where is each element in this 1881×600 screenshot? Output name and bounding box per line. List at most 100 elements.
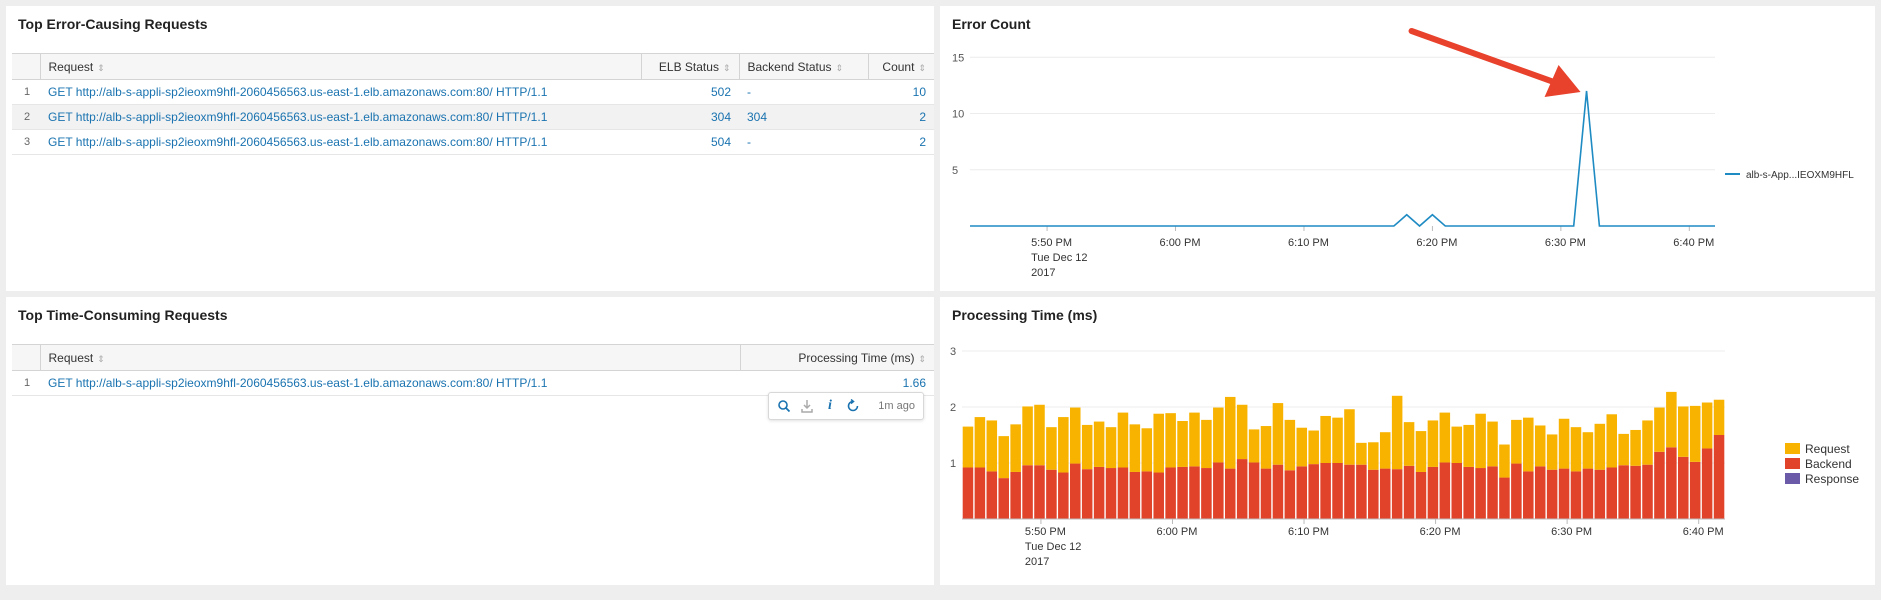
backend-bar [1308,464,1319,519]
backend-bar [1487,466,1498,519]
backend-bar [1224,468,1236,519]
x-tick-label: 6:20 PM [1420,526,1461,538]
backend-bar [1582,468,1594,519]
elb-status-cell[interactable]: 504 [641,129,739,155]
request-cell[interactable]: GET http://alb-s-appli-sp2ieoxm9hfl-2060… [40,129,641,155]
legend-label: alb-s-App...IEOXM9HFL [1746,170,1854,181]
time-table: Request ⇕ Processing Time (ms) ⇕ 1 GET htt… [12,344,934,396]
request-bar [1379,432,1391,469]
x-tick-label: 6:30 PM [1545,237,1586,249]
chart-title: Processing Time (ms) [952,307,1098,323]
backend-bar [1654,451,1665,519]
elb-status-cell[interactable]: 304 [641,104,739,130]
info-icon[interactable]: i [828,398,832,413]
request-bar [1081,424,1093,470]
request-column-header[interactable]: Request ⇕ [39,344,740,371]
backend-bar [1058,472,1069,519]
annotation-arrowhead [1544,65,1581,97]
backend-bar [1332,463,1343,519]
x-date-label: 2017 [1025,556,1049,568]
refresh-icon[interactable] [846,398,860,413]
request-bar [962,426,974,468]
y-tick-label: 15 [952,52,964,64]
backend-bar [1213,462,1224,519]
search-icon[interactable] [777,399,791,413]
processing-time-cell[interactable]: 1.66 [740,370,934,396]
elb-status-cell[interactable]: 502 [641,79,739,105]
backend-bar [1594,469,1606,519]
count-cell[interactable]: 10 [868,79,934,105]
request-cell[interactable]: GET http://alb-s-appli-sp2ieoxm9hfl-2060… [40,79,641,105]
request-bar [1320,415,1331,463]
backend-status-column-header[interactable]: Backend Status ⇕ [738,53,868,80]
x-date-label: 2017 [1031,267,1055,279]
backend-bar [1403,465,1415,519]
count-cell[interactable]: 2 [868,104,934,130]
backend-bar [1117,467,1129,519]
sort-icon: ⇕ [918,62,926,73]
backend-bar [1201,468,1212,519]
x-tick-label: 6:40 PM [1683,526,1724,538]
export-icon[interactable] [800,399,814,413]
backend-bar [1642,464,1653,519]
legend-swatch [1785,473,1800,484]
backend-status-cell[interactable]: 304 [739,104,868,130]
request-bar [1189,412,1200,467]
legend-swatch [1785,458,1800,469]
error-table: Request ⇕ ELB Status ⇕ Backend Status ⇕ Cou… [12,53,934,155]
request-bar [1332,417,1343,463]
request-bar [1153,413,1164,473]
sort-icon: ⇕ [722,62,731,73]
request-bar [1594,423,1606,470]
request-bar [998,436,1009,479]
backend-bar [1356,464,1367,519]
x-date-label: Tue Dec 12 [1025,541,1081,553]
last-updated-label: 1m ago [878,400,915,412]
backend-bar [1272,464,1284,519]
y-tick-label: 3 [950,346,956,358]
request-bar [1701,402,1713,449]
processing-time-column-header[interactable]: Processing Time (ms) ⇕ [739,344,934,371]
backend-bar [1666,447,1677,519]
request-bar [1117,412,1129,468]
error-table-panel: Top Error-Causing Requests Request ⇕ ELB … [6,6,934,291]
request-bar [1451,426,1463,463]
x-tick-label: 5:50 PM [1025,526,1066,538]
request-bar [974,417,986,468]
sort-icon: ⇕ [835,62,844,73]
request-bar [1344,409,1355,465]
backend-bar [1546,469,1558,519]
request-bar [1523,417,1534,472]
backend-bar [1010,471,1021,519]
x-tick-label: 6:00 PM [1160,237,1201,249]
count-column-header[interactable]: Count ⇕ [867,53,934,80]
backend-bar [1499,477,1510,519]
backend-bar [1630,465,1641,519]
request-bar [1058,417,1069,473]
backend-status-cell[interactable]: - [739,79,868,105]
backend-bar [1034,465,1045,519]
request-bar [1224,396,1236,469]
request-bar [1236,404,1248,460]
request-bar [1093,421,1105,467]
backend-bar [974,467,986,519]
backend-status-cell[interactable]: - [739,129,868,155]
error-count-panel: Error Count 5 10 15 5:50 PM 6:00 PM 6:10 PM 6:… [940,6,1875,291]
backend-bar [1046,469,1057,519]
request-bar [1439,412,1451,463]
elb-status-column-header[interactable]: ELB Status ⇕ [640,53,739,80]
backend-bar [1415,471,1427,519]
count-cell[interactable]: 2 [868,129,934,155]
table-row: 3 GET http://alb-s-appli-sp2ieoxm9hfl-20… [12,129,934,155]
request-cell[interactable]: GET http://alb-s-appli-sp2ieoxm9hfl-2060… [40,370,740,396]
backend-bar [1558,468,1570,519]
request-column-header[interactable]: Request ⇕ [39,53,641,80]
table-row: 2 GET http://alb-s-appli-sp2ieoxm9hfl-20… [12,104,934,130]
request-bar [1356,442,1367,465]
backend-bar [1236,459,1248,519]
request-bar [1511,419,1522,464]
request-bar [1177,421,1188,467]
backend-bar [1570,471,1582,519]
request-cell[interactable]: GET http://alb-s-appli-sp2ieoxm9hfl-2060… [40,104,641,130]
backend-bar [1153,472,1164,519]
